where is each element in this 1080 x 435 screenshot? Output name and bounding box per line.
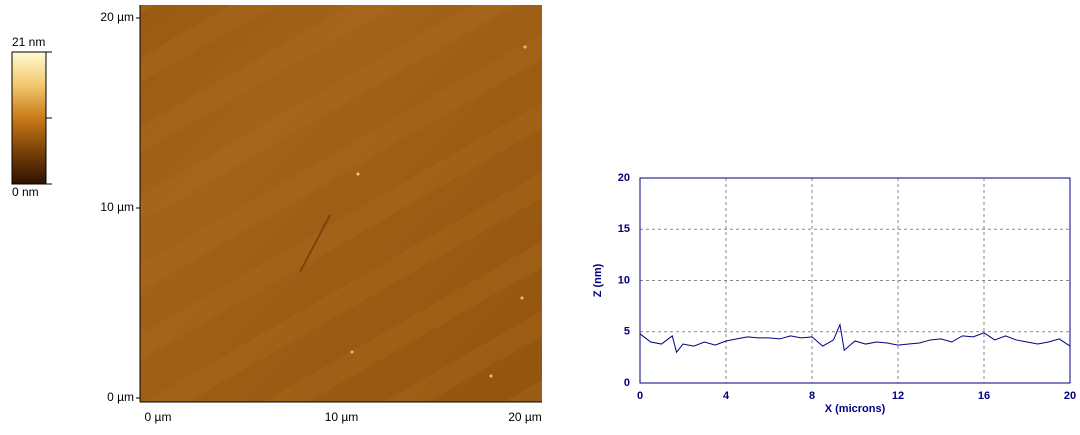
x-tick-label: 0 (637, 390, 643, 402)
afm-particle (523, 45, 527, 49)
x-axis-title: X (microns) (825, 403, 886, 415)
afm-particle (356, 172, 360, 176)
image-y-label: 0 µm (107, 390, 134, 404)
afm-texture (140, 5, 542, 402)
x-tick-label: 20 (1064, 390, 1076, 402)
colorbar-max: 21 nm (12, 35, 45, 49)
colorbar-min: 0 nm (12, 185, 39, 199)
y-tick-label: 20 (618, 172, 630, 184)
afm-particle (520, 296, 524, 300)
afm-particle (489, 374, 493, 378)
x-tick-label: 8 (809, 390, 815, 402)
y-tick-label: 5 (624, 326, 630, 338)
profile-line (639, 322, 1071, 354)
y-tick-label: 15 (618, 223, 630, 235)
afm-scratch (299, 214, 331, 273)
image-x-label: 10 µm (325, 410, 359, 424)
y-axis-title: Z (nm) (592, 263, 604, 297)
y-tick-label: 10 (618, 274, 630, 286)
image-y-label: 10 µm (100, 200, 134, 214)
y-tick-label: 0 (624, 377, 630, 389)
x-tick-label: 4 (723, 390, 730, 402)
x-tick-label: 16 (978, 390, 990, 402)
afm-particle (350, 350, 354, 354)
colorbar (11, 51, 47, 185)
image-x-label: 0 µm (145, 410, 172, 424)
x-tick-label: 12 (892, 390, 904, 402)
plot-frame (639, 177, 1071, 384)
image-x-label: 20 µm (508, 410, 542, 424)
image-y-label: 20 µm (100, 10, 134, 24)
